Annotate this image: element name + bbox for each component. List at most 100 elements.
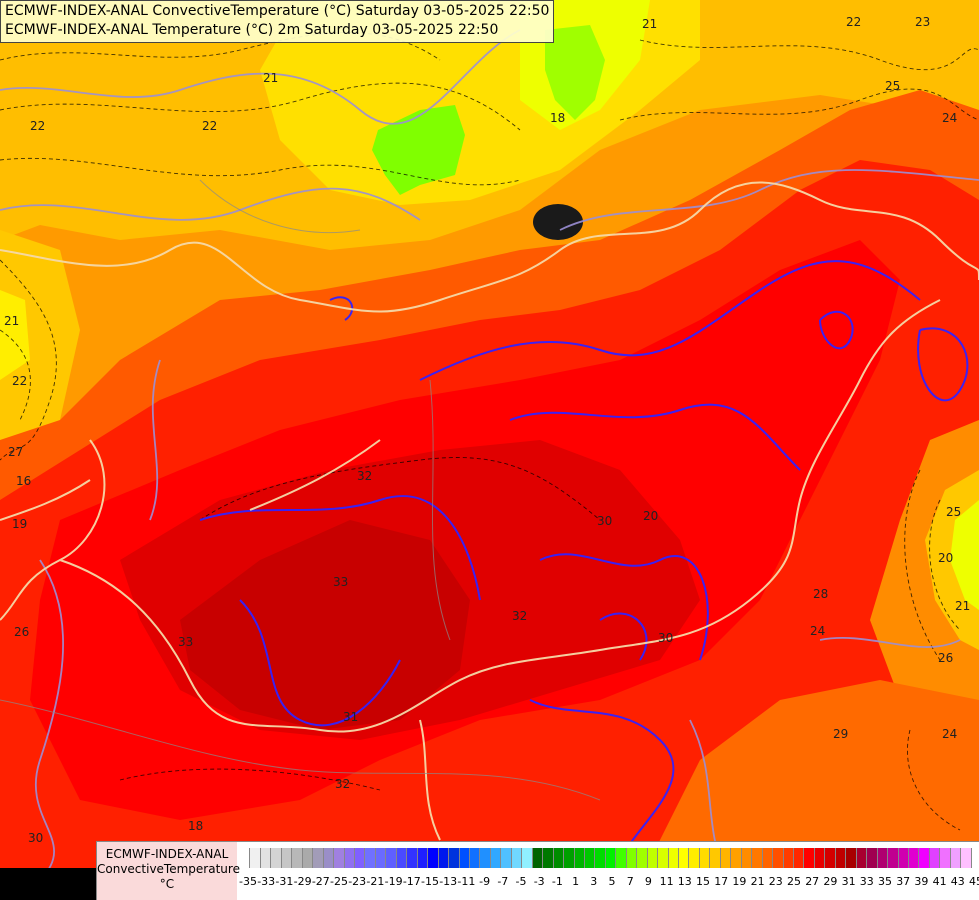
isoline: [559, 169, 979, 231]
legend-title-line1: ECMWF-INDEX-ANAL: [105, 847, 229, 861]
legend-tick-labels: -35 -33 -31 -29 -27 -25 -23 -21 -19 -17 -15 -13 -11-…: [238, 875, 979, 891]
legend-swatch: [710, 848, 721, 868]
legend-swatch: [292, 848, 303, 868]
legend-tick: -7: [497, 875, 509, 888]
legend-swatch: [449, 848, 460, 868]
contour-label: 24: [942, 111, 957, 125]
legend-swatch: [762, 848, 774, 868]
legend-tick: 15: [696, 875, 710, 888]
legend-swatch: [752, 848, 763, 868]
contour-labels: 21 22 23 18 22 21 22 21 22 25 24 27 16 3…: [4, 15, 970, 845]
legend-tick: -31: [275, 875, 294, 888]
contour-label: 20: [938, 551, 953, 565]
legend-swatch: [365, 848, 376, 868]
legend-swatch: [344, 848, 355, 868]
legend-swatch: [961, 848, 972, 868]
legend-swatch: [469, 848, 481, 868]
legend-tick: 25: [787, 875, 801, 888]
field-east-core: [950, 500, 979, 610]
contour-label: 23: [915, 15, 930, 29]
dashed-contours: [0, 32, 979, 831]
legend-tick: 23: [768, 875, 783, 888]
legend-swatch: [323, 848, 335, 868]
legend-swatch: [250, 848, 261, 868]
contour-line: [199, 457, 601, 521]
legend-swatch: [584, 848, 596, 868]
legend-tick: 43: [950, 875, 965, 888]
legend-tick: 35: [878, 875, 892, 888]
isoline: [917, 327, 969, 402]
legend-tick: -15: [421, 875, 439, 888]
legend-tick: -25: [330, 875, 348, 888]
blue-isolines: [199, 260, 969, 861]
contour-line: [619, 88, 979, 121]
legend-title-line2: ConvectiveTemperature: [97, 862, 240, 876]
legend-title: ECMWF-INDEX-ANAL ConvectiveTemperature °…: [97, 842, 240, 900]
legend-swatch: [281, 848, 293, 868]
contour-label: 30: [658, 631, 673, 645]
contour-line: [0, 82, 521, 131]
contour-label: 18: [188, 819, 203, 833]
contour-label: 22: [12, 374, 27, 388]
isoline: [819, 636, 961, 648]
legend-tick: -19: [384, 875, 403, 888]
legend-tick: 31: [841, 875, 856, 888]
legend-swatch: [720, 848, 732, 868]
bottom-strip: [0, 868, 96, 900]
contour-line: [0, 157, 521, 186]
field-darkest-red: [180, 520, 470, 730]
legend-swatch: [428, 848, 439, 868]
contour-label: 32: [357, 469, 372, 483]
map-title: ECMWF-INDEX-ANAL ConvectiveTemperature (…: [0, 0, 555, 43]
title-line-convective: ECMWF-INDEX-ANAL ConvectiveTemperature (…: [5, 3, 550, 19]
contour-label: 25: [946, 505, 961, 519]
isoline: [149, 359, 161, 521]
legend-swatch: [595, 848, 606, 868]
color-legend: ECMWF-INDEX-ANAL ConvectiveTemperature °…: [96, 841, 979, 900]
isoline: [529, 699, 675, 861]
border-line: [0, 479, 91, 521]
legend-swatch: [679, 848, 690, 868]
legend-swatch: [929, 848, 941, 868]
legend-swatch: [459, 848, 470, 868]
contour-line: [929, 499, 961, 631]
contour-label: 28: [813, 587, 828, 601]
legend-tick: -11: [457, 875, 476, 888]
isoline: [539, 553, 709, 661]
legend-tick: -29: [293, 875, 312, 888]
legend-swatch: [658, 848, 669, 868]
legend-tick: -23: [348, 875, 367, 888]
legend-swatch: [689, 848, 700, 868]
contour-label: 21: [642, 17, 657, 31]
field-west-core: [0, 290, 30, 380]
legend-tick: 13: [677, 875, 692, 888]
legend-tick: 19: [732, 875, 747, 888]
legend-tick: 11: [659, 875, 674, 888]
legend-swatch: [375, 848, 387, 868]
legend-tick: 39: [914, 875, 929, 888]
legend-swatch: [260, 848, 272, 868]
legend-swatch: [867, 848, 878, 868]
legend-unit: °C: [159, 877, 175, 891]
legend-swatch: [940, 848, 951, 868]
legend-tick: -1: [551, 875, 563, 888]
isoline: [239, 599, 401, 727]
legend-tick: -9: [479, 875, 491, 888]
legend-swatch: [846, 848, 857, 868]
contour-line: [907, 729, 961, 831]
field-dark-blob: [533, 204, 583, 240]
legend-swatch: [532, 848, 544, 868]
contour-label: 33: [178, 635, 193, 649]
legend-swatch: [835, 848, 847, 868]
legend-tick: -27: [311, 875, 330, 888]
legend-swatch: [898, 848, 909, 868]
contour-label: 24: [942, 727, 957, 741]
legend-swatch: [574, 848, 585, 868]
legend-swatch: [616, 848, 627, 868]
contour-label: 24: [810, 624, 825, 638]
legend-swatch: [407, 848, 418, 868]
legend-swatch: [240, 848, 251, 868]
legend-swatch: [302, 848, 314, 868]
contour-line: [904, 469, 941, 661]
